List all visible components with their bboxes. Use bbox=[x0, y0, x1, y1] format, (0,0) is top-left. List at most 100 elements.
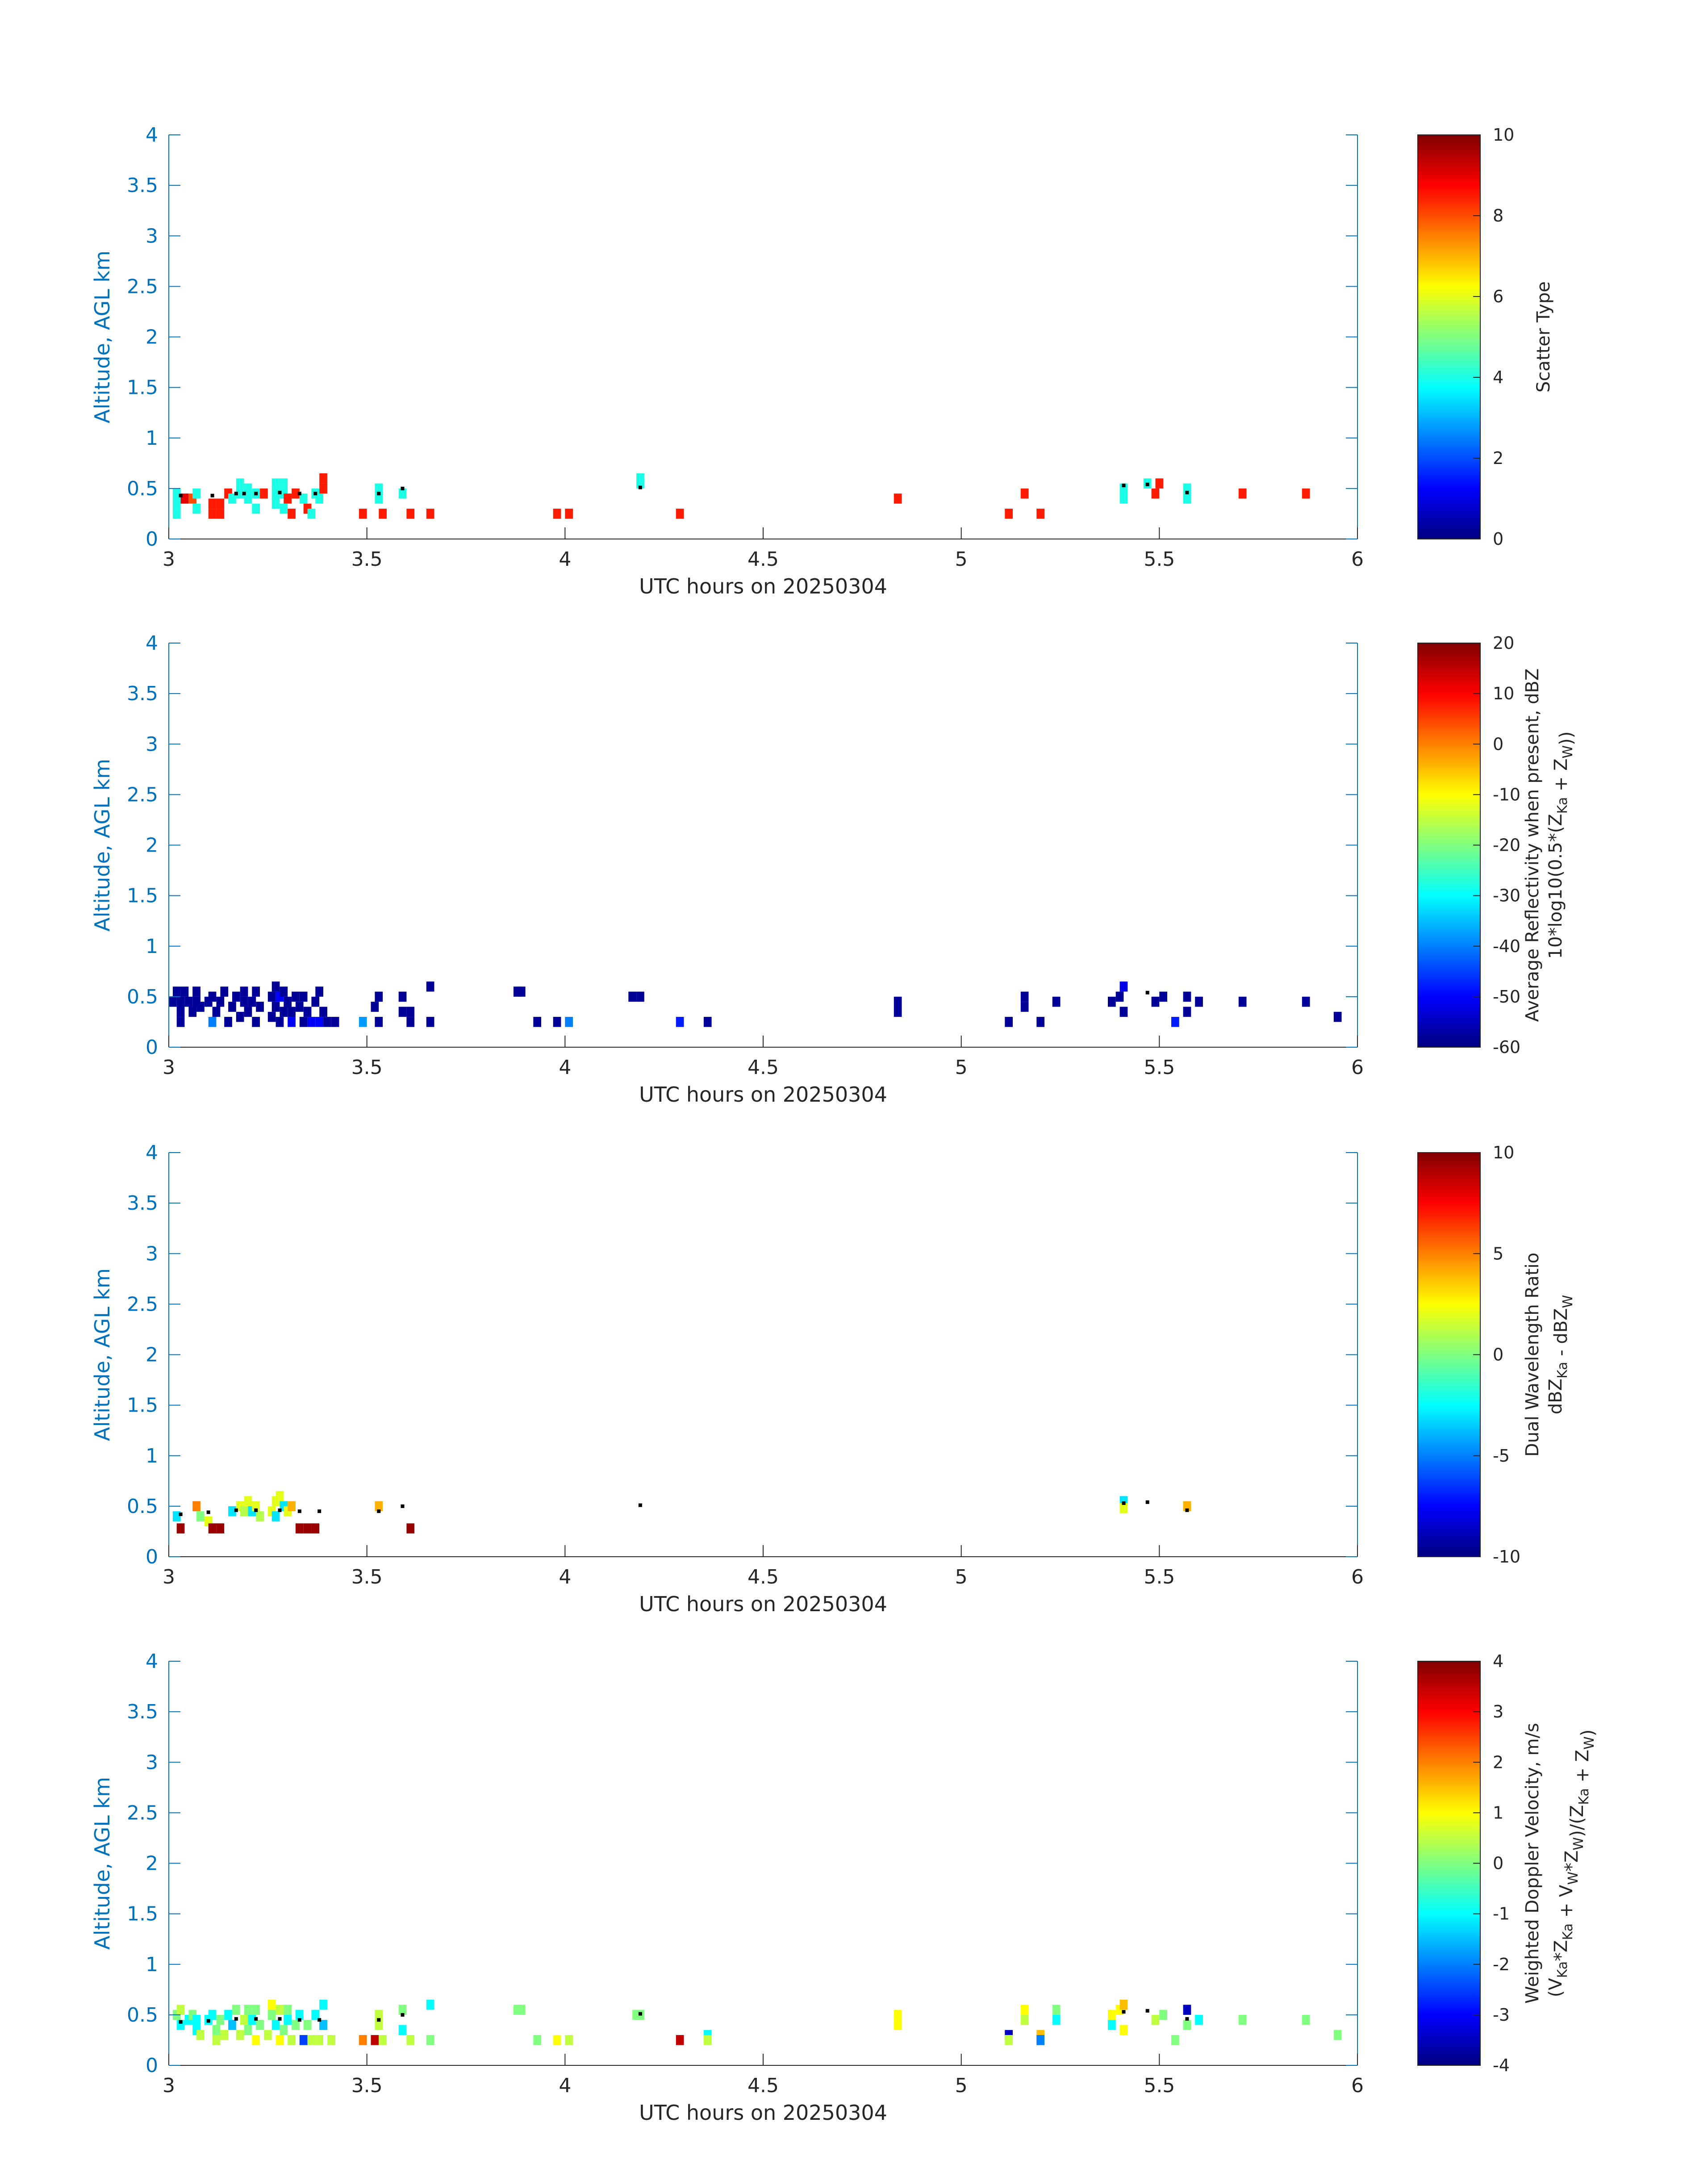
colorbar-tick-label: 6 bbox=[1493, 287, 1503, 306]
data-cell bbox=[553, 1017, 561, 1027]
data-cell bbox=[196, 1002, 205, 1012]
point-marker bbox=[179, 1513, 183, 1516]
data-cell bbox=[288, 1017, 296, 1027]
colorbar-tick-label: 0 bbox=[1493, 529, 1503, 549]
data-cell bbox=[252, 1017, 260, 1027]
data-cell bbox=[533, 2035, 541, 2045]
data-cell bbox=[276, 2005, 284, 2015]
data-cell bbox=[315, 986, 323, 997]
data-cell bbox=[228, 2020, 236, 2030]
colorbar bbox=[1417, 134, 1481, 539]
colorbar-label: Dual Wavelength Ratio bbox=[1522, 1253, 1543, 1457]
x-axis-label: UTC hours on 20250304 bbox=[639, 574, 887, 598]
data-cell bbox=[1119, 1007, 1128, 1017]
data-cell bbox=[220, 986, 229, 997]
colorbar-tick-label: -10 bbox=[1493, 785, 1520, 804]
data-cell bbox=[271, 498, 280, 509]
data-cell bbox=[406, 2035, 415, 2045]
point-marker bbox=[1185, 490, 1189, 494]
data-cell bbox=[192, 488, 200, 499]
data-cell bbox=[1159, 2010, 1167, 2020]
data-cell bbox=[236, 478, 244, 489]
data-cell bbox=[379, 2035, 387, 2045]
data-cells bbox=[172, 1999, 1342, 2045]
data-cell bbox=[271, 478, 280, 489]
data-cell bbox=[280, 503, 288, 514]
data-cell bbox=[1020, 2014, 1029, 2025]
data-cell bbox=[319, 473, 327, 484]
colorbar-label: dBZKa - dBZW bbox=[1545, 1295, 1576, 1415]
y-tick-label: 4 bbox=[146, 124, 158, 146]
data-cell bbox=[315, 2035, 323, 2045]
data-cell bbox=[176, 1523, 185, 1534]
data-cell bbox=[406, 1017, 415, 1027]
colorbar-tick-label: -30 bbox=[1493, 886, 1520, 906]
data-cell bbox=[1238, 488, 1247, 499]
data-cell bbox=[375, 2020, 383, 2030]
data-cell bbox=[240, 986, 248, 997]
y-tick-label: 0.5 bbox=[127, 477, 158, 500]
colorbar-tick-label: -5 bbox=[1493, 1446, 1510, 1466]
x-tick-label: 3 bbox=[163, 1056, 175, 1079]
data-cell bbox=[267, 991, 276, 1002]
data-cell bbox=[232, 991, 240, 1002]
data-cell bbox=[244, 2005, 252, 2015]
colorbar-label: Scatter Type bbox=[1533, 281, 1554, 393]
data-cell bbox=[295, 1002, 304, 1012]
data-cell bbox=[252, 1501, 260, 1512]
data-cell bbox=[1183, 991, 1191, 1002]
colorbar-tick-label: 2 bbox=[1493, 448, 1503, 468]
data-cell bbox=[311, 1523, 320, 1534]
panel-2: 3 3.5 4 4.5 5 5.5 6 0 0.5 1 1.5 2 2.5 3 3.5 4 UTC hours … bbox=[90, 632, 1577, 1107]
data-cell bbox=[894, 493, 902, 504]
data-cell bbox=[271, 1511, 280, 1521]
data-cell bbox=[228, 1002, 236, 1012]
markers bbox=[179, 1500, 1189, 1516]
data-cell bbox=[244, 493, 252, 504]
data-cell bbox=[375, 493, 383, 504]
data-cell bbox=[256, 1511, 264, 1521]
colorbar-tick-label: 0 bbox=[1493, 1854, 1503, 1873]
data-cell bbox=[180, 493, 189, 504]
x-tick-label: 4.5 bbox=[748, 1566, 779, 1588]
data-cell bbox=[1119, 1503, 1128, 1513]
data-cell bbox=[276, 1491, 284, 1501]
data-cell bbox=[1183, 1007, 1191, 1017]
data-cell bbox=[220, 2030, 229, 2040]
data-cell bbox=[208, 2010, 217, 2020]
colorbar-tick-label: 10 bbox=[1493, 684, 1514, 703]
point-marker bbox=[1145, 990, 1149, 994]
data-cell bbox=[295, 2010, 304, 2020]
data-cell bbox=[299, 493, 308, 504]
point-marker bbox=[1122, 1501, 1126, 1505]
data-cell bbox=[359, 2035, 367, 2045]
point-marker bbox=[234, 492, 238, 496]
x-tick-label: 4 bbox=[559, 1566, 571, 1588]
data-cell bbox=[375, 2010, 383, 2020]
point-marker bbox=[313, 492, 317, 496]
data-cell bbox=[1108, 2010, 1116, 2020]
data-cell bbox=[216, 498, 225, 509]
data-cell bbox=[1171, 2035, 1179, 2045]
data-cell bbox=[371, 1002, 379, 1012]
y-tick-label: 2 bbox=[146, 1852, 158, 1875]
data-cell bbox=[216, 1523, 225, 1534]
data-cell bbox=[1333, 2030, 1342, 2040]
colorbar-tick-label: -2 bbox=[1493, 1955, 1510, 1974]
data-cell bbox=[628, 991, 636, 1002]
data-cell bbox=[208, 498, 217, 509]
data-cell bbox=[288, 1007, 296, 1017]
data-cell bbox=[236, 1011, 244, 1022]
data-cell bbox=[676, 509, 684, 519]
data-cell bbox=[398, 1007, 407, 1017]
point-marker bbox=[297, 492, 301, 496]
point-marker bbox=[206, 1510, 210, 1514]
data-cell bbox=[406, 1007, 415, 1017]
data-cell bbox=[1108, 996, 1116, 1007]
point-marker bbox=[377, 2018, 381, 2022]
data-cell bbox=[1302, 488, 1310, 499]
data-cell bbox=[303, 1007, 312, 1017]
colorbar-tick-label: 2 bbox=[1493, 1752, 1503, 1772]
point-marker bbox=[242, 492, 246, 496]
data-cell bbox=[1183, 1501, 1191, 1512]
